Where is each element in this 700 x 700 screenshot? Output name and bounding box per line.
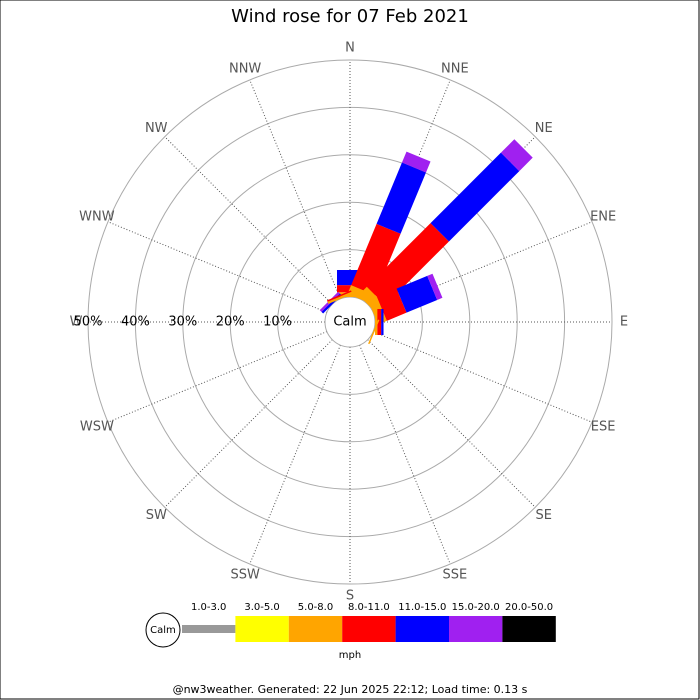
spoke xyxy=(107,221,328,313)
legend-swatch xyxy=(288,616,343,642)
direction-label: NW xyxy=(145,121,168,136)
grid-ring xyxy=(277,249,423,395)
grid-ring xyxy=(87,59,613,585)
bar-segment xyxy=(351,223,401,296)
bar-segment xyxy=(326,290,352,302)
direction-label: W xyxy=(70,315,83,330)
grid-ring xyxy=(182,154,518,490)
direction-label: SSE xyxy=(442,568,467,583)
bar-segment xyxy=(427,273,443,300)
direction-label: ENE xyxy=(590,210,616,225)
bar-segment xyxy=(377,309,382,335)
bar-segment xyxy=(327,291,353,304)
chart-title: Wind rose for 07 Feb 2021 xyxy=(231,6,469,27)
footer: @nw3weather. Generated: 22 Jun 2025 22:1… xyxy=(173,683,528,696)
bar-segment xyxy=(500,139,533,172)
legend-label: 20.0-50.0 xyxy=(505,602,553,613)
bar-segment xyxy=(381,309,384,335)
legend-swatch xyxy=(395,616,449,642)
legend-swatch xyxy=(449,616,503,642)
legend-label: 5.0-8.0 xyxy=(298,602,333,613)
direction-label: NNE xyxy=(441,61,469,76)
spoke xyxy=(372,331,593,423)
direction-label: SSW xyxy=(230,568,260,583)
bar-segment xyxy=(366,223,449,306)
grid-ring xyxy=(229,201,471,443)
direction-label: NE xyxy=(535,121,553,136)
bar-segment xyxy=(376,288,407,321)
legend-swatch xyxy=(182,625,236,633)
spoke xyxy=(107,331,328,423)
spoke xyxy=(367,339,536,508)
direction-label: NNW xyxy=(229,61,261,76)
r-tick-label: 10% xyxy=(263,315,292,330)
legend-label: 1.0-3.0 xyxy=(191,602,226,613)
direction-label: ESE xyxy=(591,419,616,434)
r-tick-label: 30% xyxy=(168,315,197,330)
direction-label: SE xyxy=(536,508,552,523)
direction-label: SW xyxy=(146,508,167,523)
legend-label: 15.0-20.0 xyxy=(452,602,500,613)
spoke xyxy=(164,136,333,305)
legend-calm xyxy=(145,612,181,648)
spoke xyxy=(359,344,451,565)
direction-label: N xyxy=(345,41,355,56)
bar-segment xyxy=(375,309,378,335)
bar-segment xyxy=(430,152,520,242)
legend-swatch xyxy=(502,616,556,642)
spoke xyxy=(249,79,341,300)
direction-label: S xyxy=(346,589,354,604)
r-tick-label: 50% xyxy=(74,315,103,330)
direction-label: WSW xyxy=(80,419,114,434)
legend-calm-label: Calm xyxy=(150,625,176,636)
spoke xyxy=(164,339,333,508)
spoke xyxy=(249,344,341,565)
legend-swatch xyxy=(342,616,396,642)
legend-label: 3.0-5.0 xyxy=(244,602,279,613)
bar-segment xyxy=(376,162,426,234)
legend-label: 11.0-15.0 xyxy=(398,602,446,613)
r-tick-label: 40% xyxy=(121,315,150,330)
calm-label: Calm xyxy=(333,315,366,330)
bar-segment xyxy=(368,319,380,345)
direction-label: E xyxy=(620,315,628,330)
legend-swatch xyxy=(235,616,289,642)
direction-label: WNW xyxy=(79,210,115,225)
r-tick-label: 20% xyxy=(216,315,245,330)
legend-label: 8.0-11.0 xyxy=(348,602,390,613)
bar-segment xyxy=(401,151,431,173)
bar-segment xyxy=(396,275,438,313)
unit-label: mph xyxy=(339,650,361,661)
